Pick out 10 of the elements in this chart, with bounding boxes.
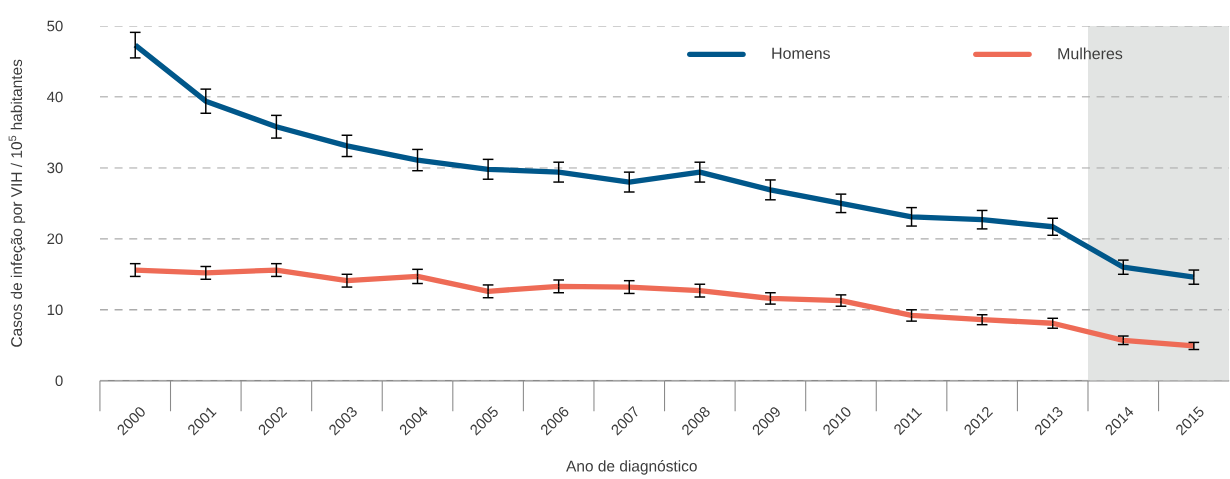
legend-label: Mulheres [1058,47,1123,60]
legend-label: Homens [772,47,830,59]
y-tick-label: 20 [47,233,63,245]
y-tick-label: 30 [47,162,63,174]
y-tick-label: 50 [47,20,63,32]
y-tick-label: 0 [55,375,63,386]
y-tick-label: 10 [47,304,63,316]
y-tick-label: 40 [46,91,63,103]
x-axis-title: Ano de diagnóstico [566,460,697,475]
y-axis-title: Casos de infeção por VIH / 10$^{5}$ habitantes [8,59,26,347]
